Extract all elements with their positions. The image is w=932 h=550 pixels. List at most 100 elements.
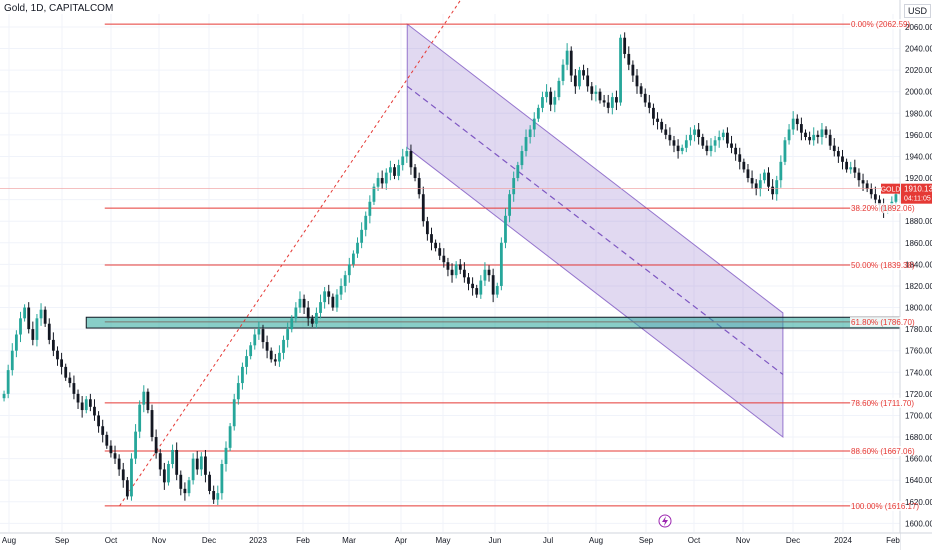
candle-body (72, 383, 76, 394)
candle-down (208, 471, 211, 495)
candle-body (631, 64, 635, 76)
price-axis-bg (900, 0, 932, 550)
candle-body (726, 132, 729, 144)
candle-down (643, 88, 647, 107)
candle-down (734, 143, 738, 161)
candle-up (541, 91, 544, 113)
candle-body (639, 86, 643, 94)
candle-body (442, 255, 446, 263)
candle-body (471, 283, 474, 289)
candle-down (154, 429, 158, 459)
candle-up (14, 330, 18, 358)
candle-up (594, 85, 598, 102)
candle-body (60, 359, 63, 367)
price-tick-label: 2020.00 (905, 66, 932, 75)
candle-down (413, 164, 417, 182)
candle-body (713, 140, 717, 146)
candle-body (701, 137, 705, 146)
candle-down (179, 470, 183, 496)
candle-down (627, 46, 631, 71)
candle-up (35, 314, 39, 347)
candle-down (60, 352, 63, 375)
candle-up (483, 262, 487, 286)
candle-body (388, 167, 392, 173)
candle-down (832, 138, 836, 157)
candle-down (668, 127, 672, 146)
candle-body (873, 194, 877, 200)
candle-body (861, 180, 865, 184)
candle-body (795, 118, 799, 125)
candle-down (51, 332, 55, 357)
candle-body (216, 493, 220, 500)
candle-body (405, 151, 409, 157)
time-tick-label: Mar (342, 536, 356, 545)
candle-up (278, 345, 281, 367)
support-zone (85, 316, 901, 329)
candle-body (278, 352, 281, 362)
candle-body (865, 183, 869, 189)
candle-down (158, 448, 162, 476)
candle-body (101, 426, 105, 435)
price-tag-countdown: 04:11:05 (904, 196, 931, 203)
candle-body (220, 464, 224, 494)
candle-body (310, 318, 314, 324)
candle-up (787, 124, 791, 145)
candle-body (138, 404, 142, 432)
candle-down (861, 173, 865, 191)
candle-down (175, 442, 179, 481)
candle-up (253, 329, 257, 350)
candle-body (125, 480, 129, 497)
candle-down (836, 146, 840, 163)
candle-up (368, 195, 372, 224)
lightning-icon[interactable] (658, 514, 672, 528)
candle-down (97, 411, 100, 433)
candle-body (643, 93, 647, 103)
candle-down (212, 485, 216, 504)
candle-body (306, 307, 310, 319)
candle-up (294, 302, 298, 323)
candle-body (245, 356, 248, 367)
candle-down (602, 94, 606, 107)
candle-up (717, 130, 721, 148)
candle-down (845, 158, 849, 173)
currency-label[interactable]: USD (904, 4, 932, 18)
candle-down (590, 81, 594, 101)
candle-down (487, 265, 491, 282)
price-tick-label: 2040.00 (905, 45, 932, 54)
candle-up (220, 459, 224, 500)
candle-up (23, 304, 27, 322)
candle-body (327, 291, 331, 297)
candle-body (516, 165, 520, 179)
candle-body (717, 137, 721, 141)
lightning-icon-bolt (662, 516, 668, 526)
candle-body (758, 180, 762, 189)
candle-up (709, 138, 713, 157)
candle-up (286, 322, 290, 348)
candle-down (586, 67, 590, 92)
candle-body (39, 309, 43, 319)
candle-up (384, 168, 388, 190)
candle-down (162, 462, 166, 490)
candle-up (315, 307, 318, 329)
candle-body (627, 53, 631, 65)
candle-body (80, 402, 84, 411)
candle-down (869, 183, 873, 199)
candle-up (721, 129, 725, 141)
price-tick-label: 1780.00 (905, 325, 932, 334)
candle-body (693, 129, 696, 135)
candle-body (117, 458, 121, 470)
candle-up (545, 84, 548, 103)
candle-body (2, 393, 6, 399)
candle-body (339, 285, 343, 295)
candle-body (545, 91, 548, 98)
candle-body (676, 145, 680, 152)
candle-body (269, 350, 273, 360)
candle-body (857, 172, 861, 181)
candle-up (249, 342, 253, 360)
candle-body (10, 350, 14, 371)
candle-up (499, 237, 503, 291)
candle-body (195, 458, 199, 470)
candle-body (27, 307, 31, 330)
